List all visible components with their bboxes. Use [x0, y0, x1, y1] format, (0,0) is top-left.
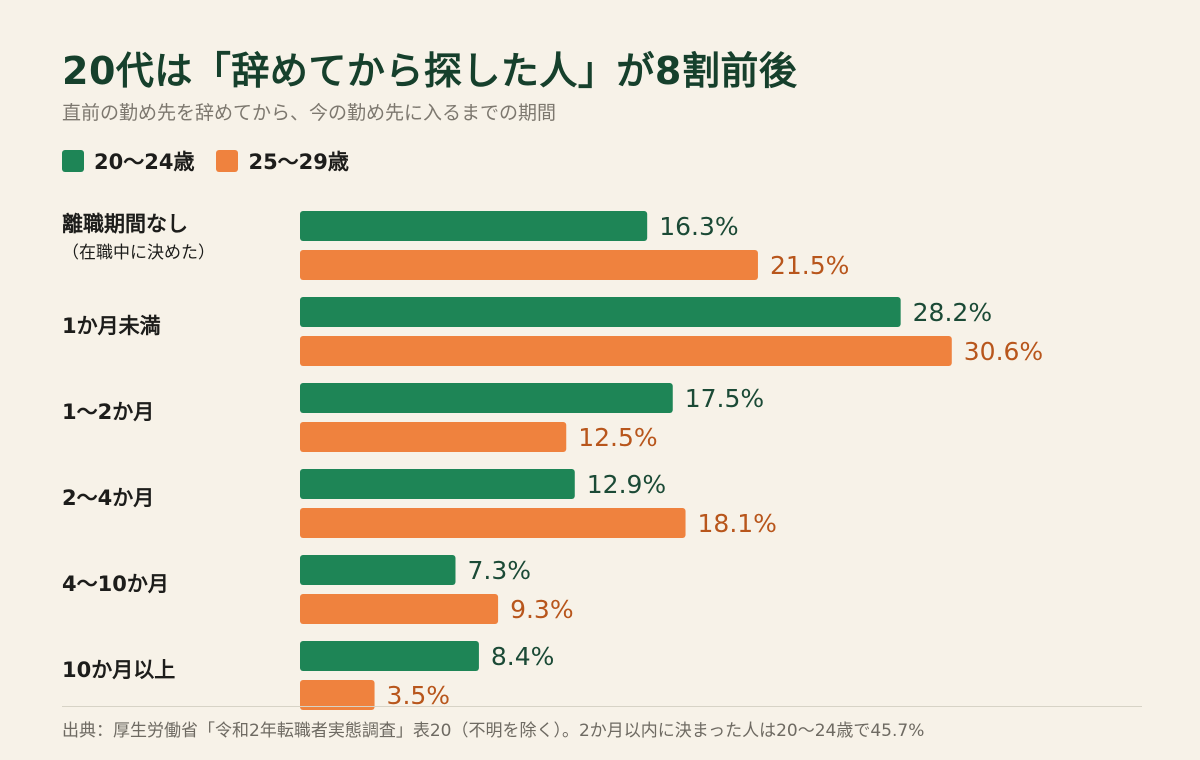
bar-25-29-3 [300, 508, 686, 538]
legend-item-25-29: 25〜29歳 [216, 146, 349, 176]
chart-title: 20代は「辞めてから探した人」が8割前後 [62, 49, 798, 93]
value-label-25-29-1: 30.6% [964, 337, 1043, 366]
legend-label-20-24: 20〜24歳 [94, 150, 195, 174]
value-label-25-29-0: 21.5% [770, 251, 849, 280]
value-label-20-24-4: 7.3% [467, 556, 531, 585]
category-label-under-1m: 1か月未満 [62, 314, 161, 338]
value-label-25-29-5: 3.5% [387, 681, 451, 710]
footer-divider [62, 706, 1142, 707]
chart-subtitle: 直前の勤め先を辞めてから、今の勤め先に入るまでの期間 [62, 102, 557, 124]
bar-20-24-4 [300, 555, 456, 585]
bar-20-24-2 [300, 383, 673, 413]
value-label-25-29-3: 18.1% [698, 509, 777, 538]
value-label-20-24-0: 16.3% [659, 212, 738, 241]
category-label-none: 離職期間なし [62, 212, 188, 236]
value-label-25-29-2: 12.5% [578, 423, 657, 452]
value-label-25-29-4: 9.3% [510, 595, 574, 624]
bar-20-24-1 [300, 297, 901, 327]
category-note-none: （在職中に決めた） [62, 243, 215, 263]
source-note: 出典：厚生労働省「令和2年転職者実態調査」表20（不明を除く）。2か月以内に決ま… [62, 721, 925, 741]
bar-20-24-5 [300, 641, 479, 671]
bar-20-24-3 [300, 469, 575, 499]
category-label-2-4m: 2〜4か月 [62, 486, 155, 510]
bar-25-29-5 [300, 680, 375, 710]
value-label-20-24-5: 8.4% [491, 642, 555, 671]
category-label-4-10m: 4〜10か月 [62, 572, 169, 596]
legend-swatch-green [62, 150, 84, 172]
bar-25-29-2 [300, 422, 567, 452]
category-label-10m-plus: 10か月以上 [62, 658, 176, 682]
legend-item-20-24: 20〜24歳 [62, 146, 194, 176]
bar-20-24-0 [300, 211, 648, 241]
legend: 20〜24歳 25〜29歳 [62, 146, 349, 176]
legend-swatch-orange [216, 150, 239, 172]
value-label-20-24-2: 17.5% [685, 384, 764, 413]
bar-25-29-1 [300, 336, 952, 366]
bar-25-29-0 [300, 250, 758, 280]
value-label-20-24-1: 28.2% [913, 298, 992, 327]
bar-25-29-4 [300, 594, 499, 624]
value-label-20-24-3: 12.9% [587, 470, 666, 499]
category-label-1-2m: 1〜2か月 [62, 400, 155, 424]
legend-label-25-29: 25〜29歳 [248, 150, 349, 174]
